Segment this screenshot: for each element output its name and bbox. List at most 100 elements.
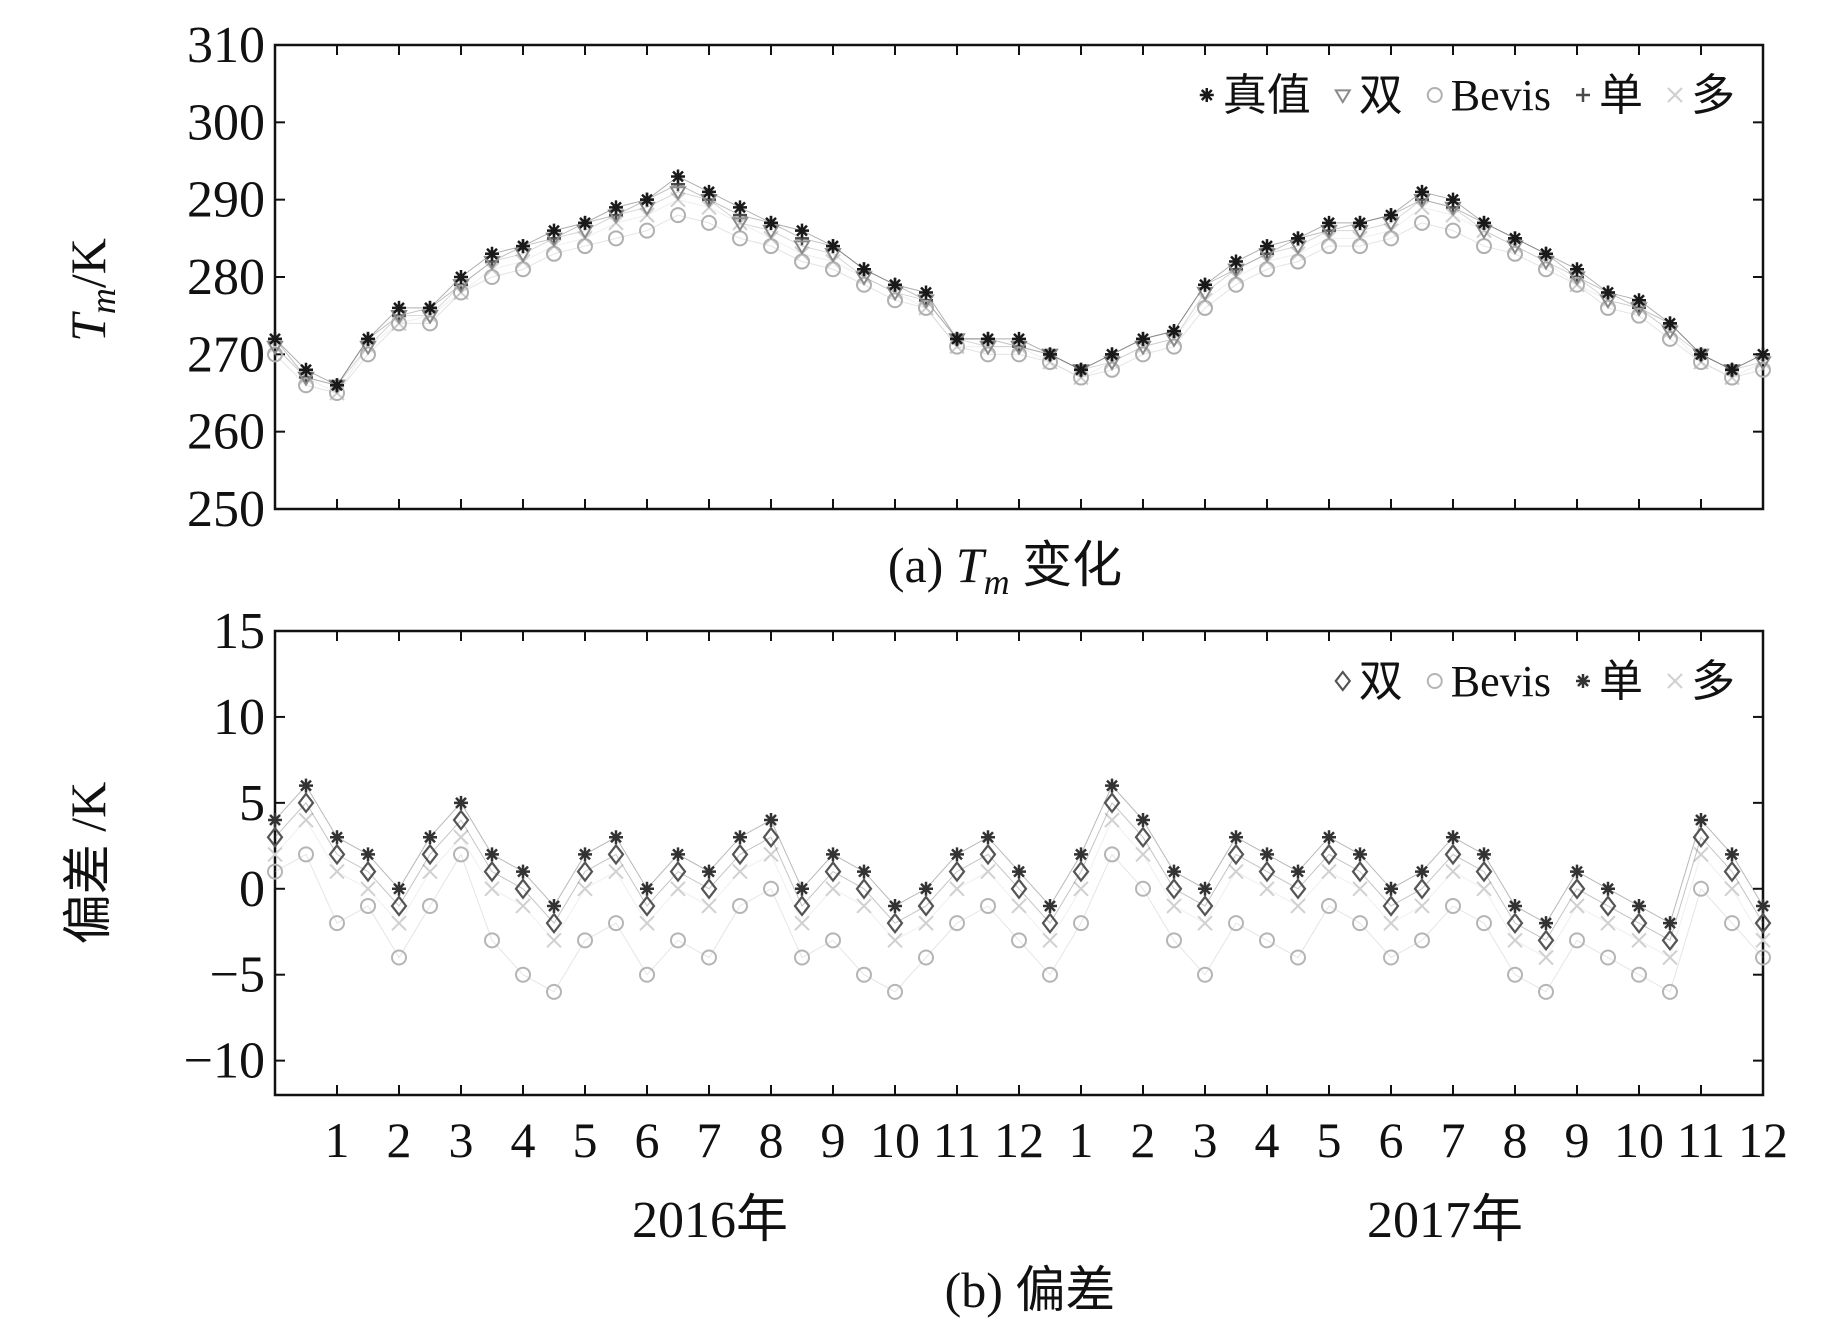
data-point [485, 847, 499, 862]
data-point [422, 315, 438, 332]
data-point [1662, 983, 1678, 1000]
x-tick-label: 5 [573, 1112, 598, 1168]
data-point [1166, 932, 1182, 949]
data-point [856, 966, 872, 983]
x-tick-label: 12 [994, 1112, 1044, 1168]
series-trace [274, 819, 1764, 959]
data-point [639, 966, 655, 983]
data-point [1228, 863, 1244, 880]
y-tick-label: −10 [184, 1033, 265, 1090]
data-point [421, 843, 439, 866]
series-trace [274, 175, 1764, 386]
data-point [392, 881, 406, 896]
data-point [856, 276, 872, 293]
data-point [607, 843, 625, 866]
data-point [1321, 897, 1337, 914]
data-point [1104, 812, 1120, 828]
legend-marker [1426, 673, 1443, 689]
data-point [917, 895, 935, 917]
series-trace [274, 214, 1764, 394]
data-point [1601, 881, 1615, 896]
series-Bevis [267, 207, 1771, 401]
data-point [669, 186, 687, 201]
data-point [1508, 231, 1522, 246]
data-point [1414, 214, 1430, 231]
data-point [329, 863, 345, 880]
data-point [330, 830, 344, 845]
data-point [484, 881, 500, 897]
data-point [298, 846, 314, 863]
series-双 [266, 792, 1772, 952]
data-point [422, 897, 438, 914]
data-point [1229, 830, 1243, 845]
data-point [1259, 881, 1275, 897]
data-point [764, 813, 778, 828]
legend-label: 单 [1599, 657, 1643, 706]
data-point [1290, 949, 1306, 966]
data-point [515, 898, 531, 914]
data-point [887, 932, 903, 949]
data-point [1260, 239, 1274, 254]
data-point [1475, 860, 1493, 883]
data-point [1384, 208, 1398, 223]
x-tick-label: 7 [697, 1112, 722, 1168]
legend-label: 多 [1691, 657, 1735, 706]
data-point [793, 895, 811, 917]
series-多 [267, 191, 1771, 401]
legend-label: 双 [1359, 657, 1403, 706]
data-point [1073, 915, 1089, 932]
data-point [948, 860, 966, 883]
data-point [1011, 932, 1027, 949]
data-point [1353, 847, 1367, 862]
data-point [1570, 864, 1584, 879]
data-point [1260, 847, 1274, 862]
data-point [949, 881, 965, 897]
data-point [1507, 932, 1523, 949]
data-point [1725, 847, 1739, 862]
data-point [981, 830, 995, 845]
data-point [453, 846, 469, 863]
data-point [919, 881, 933, 896]
data-point [1445, 897, 1461, 914]
data-point [795, 223, 809, 238]
y-tick-label: 15 [213, 603, 265, 660]
x-tick-label: 10 [870, 1112, 920, 1168]
plot-b-legend: 多单 Bevis 双 [1334, 657, 1735, 706]
legend-label: 单 [1599, 71, 1643, 120]
x-tick-label: 4 [1255, 1112, 1280, 1168]
data-point [950, 847, 964, 862]
data-point [640, 881, 654, 896]
data-point [1415, 864, 1429, 879]
data-point [1568, 877, 1586, 900]
y-tick-label: 300 [187, 94, 265, 151]
data-point [1135, 346, 1151, 363]
y-tick-label: 290 [187, 172, 265, 229]
data-point [1662, 949, 1678, 966]
data-point [733, 200, 747, 215]
series-trace [274, 191, 1764, 386]
data-point [1663, 316, 1677, 331]
y-tick-label: 5 [239, 775, 265, 832]
data-point [1755, 361, 1771, 378]
legend-label: 多 [1691, 71, 1735, 120]
data-point [1042, 966, 1058, 983]
plot-b-points [266, 778, 1772, 1000]
data-point [980, 863, 996, 880]
data-point [1476, 915, 1492, 932]
data-point [514, 877, 532, 900]
data-point [979, 843, 997, 866]
series-单 [268, 778, 1770, 931]
legend-label: 双 [1359, 71, 1403, 120]
data-point [981, 331, 995, 346]
data-point [1074, 362, 1088, 377]
plot-a-legend: 多单 Bevis 双真值 [1199, 71, 1735, 120]
data-point [701, 214, 717, 231]
data-point [299, 362, 313, 377]
x-tick-label: 12 [1738, 1112, 1788, 1168]
legend-label: 真值 [1223, 71, 1311, 120]
data-point [732, 863, 748, 880]
data-point [267, 846, 283, 863]
data-point [1445, 222, 1461, 239]
data-point [1600, 915, 1616, 931]
x-tick-label: 1 [1069, 1112, 1094, 1168]
